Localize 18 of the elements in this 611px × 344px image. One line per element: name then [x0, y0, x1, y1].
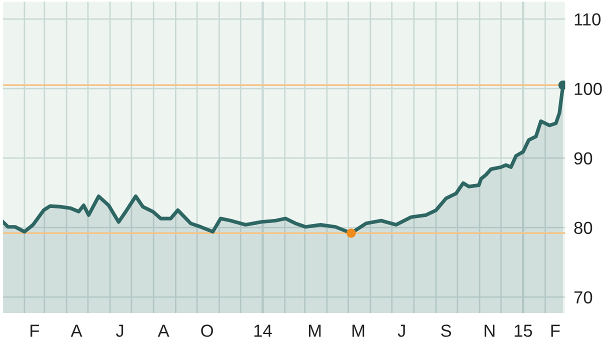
x-tick-label: F	[551, 324, 560, 337]
x-tick-label: 14	[254, 324, 272, 337]
y-tick-label: 80	[574, 222, 592, 234]
x-tick-label: M	[308, 324, 321, 337]
y-tick-label: 70	[574, 291, 592, 304]
x-tick-label: F	[30, 324, 40, 337]
x-tick-label: N	[484, 324, 494, 337]
x-tick-label: A	[158, 324, 170, 337]
x-tick-label: J	[398, 324, 405, 337]
x-tick-label: M	[352, 324, 364, 337]
x-tick-label: 15	[514, 324, 532, 337]
y-tick-label: 90	[574, 152, 592, 165]
y-tick-label: 110	[574, 13, 601, 26]
x-tick-label: S	[441, 324, 452, 337]
x-tick-label: A	[70, 324, 82, 337]
x-tick-label: J	[116, 324, 124, 337]
x-tick-label: O	[201, 324, 213, 337]
y-tick-label: 100	[574, 82, 602, 96]
